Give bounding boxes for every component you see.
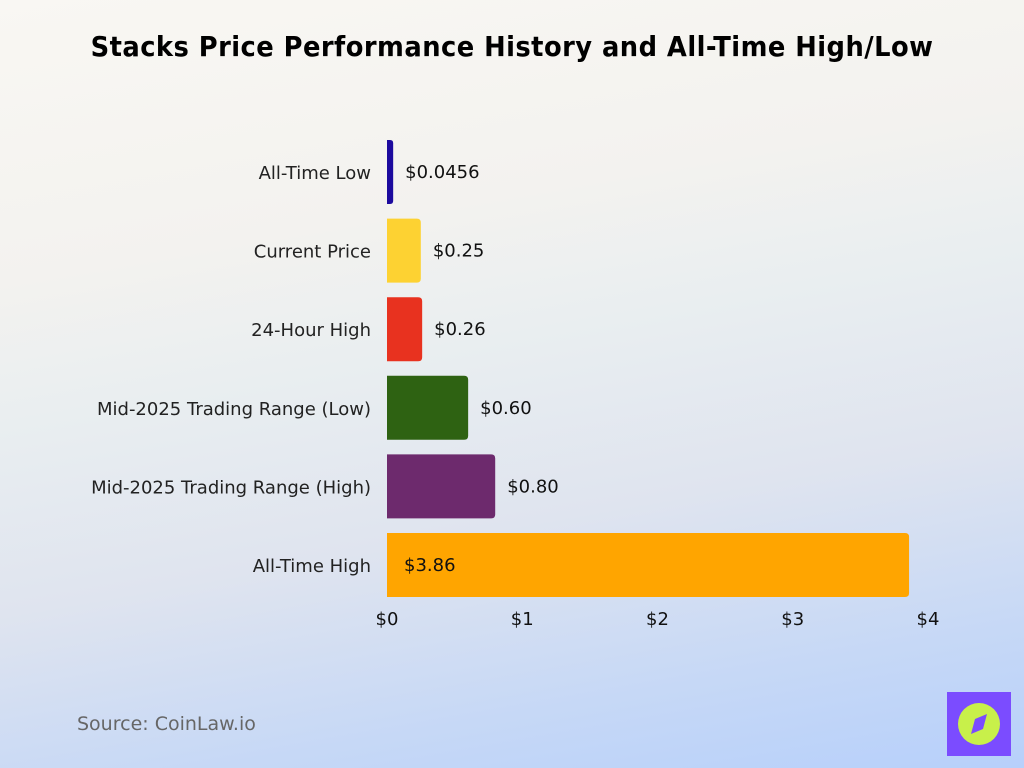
x-tick-label: $0: [376, 609, 399, 630]
category-label: Current Price: [254, 242, 371, 263]
x-tick-label: $4: [917, 609, 940, 630]
bar: [387, 218, 421, 283]
bar: [387, 140, 394, 204]
bar: [387, 297, 423, 362]
x-tick-label: $2: [646, 609, 669, 630]
logo: [947, 692, 1011, 756]
data-label: $0.60: [480, 398, 532, 419]
category-label: 24-Hour High: [251, 320, 371, 341]
data-label: $0.0456: [405, 162, 479, 183]
bar: [387, 533, 910, 597]
x-tick-label: $1: [511, 609, 534, 630]
chart-title: Stacks Price Performance History and All…: [90, 30, 934, 63]
bar: [387, 454, 496, 519]
data-label: $0.26: [434, 319, 486, 340]
data-label: $3.86: [404, 555, 456, 576]
data-label: $0.80: [507, 476, 559, 497]
compass-icon: [958, 703, 1000, 745]
category-label: Mid-2025 Trading Range (Low): [97, 399, 371, 420]
bar: [387, 375, 469, 440]
category-label: Mid-2025 Trading Range (High): [91, 477, 371, 498]
data-label: $0.25: [433, 241, 485, 262]
category-label: All-Time Low: [259, 163, 371, 184]
x-tick-label: $3: [781, 609, 804, 630]
source-text: Source: CoinLaw.io: [77, 713, 256, 735]
category-label: All-Time High: [253, 556, 371, 577]
